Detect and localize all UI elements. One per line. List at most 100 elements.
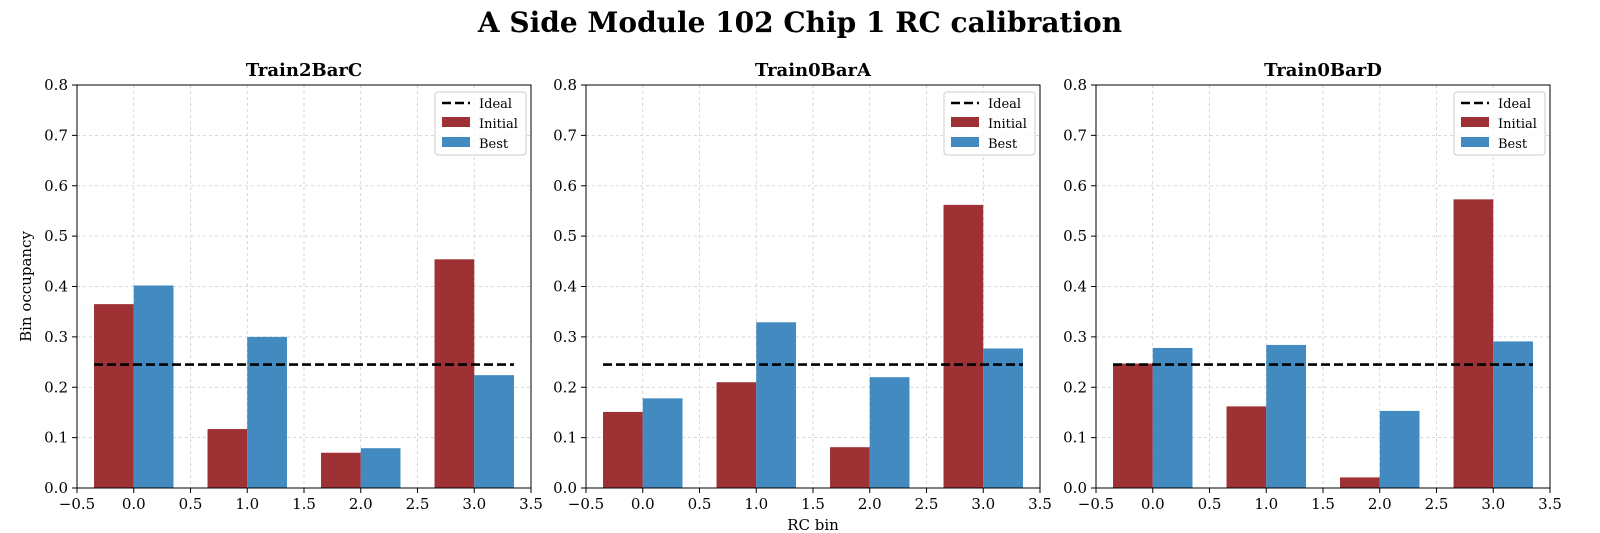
- panel-2-y-tick-label: 0.1: [553, 429, 577, 447]
- panel-2-legend-best-label: Best: [988, 137, 1018, 152]
- panel-1-legend-best-swatch: [442, 137, 470, 147]
- panel-2-x-tick-label: −0.5: [568, 495, 604, 513]
- panel-3-bar-initial: [1226, 406, 1267, 488]
- panel-3-x-tick-label: 2.0: [1368, 495, 1392, 513]
- panel-3-legend-initial-swatch: [1461, 117, 1489, 127]
- panel-1-y-tick-label: 0.8: [44, 76, 68, 94]
- panel-3-y-tick-label: 0.0: [1063, 479, 1087, 497]
- panel-2-x-tick-label: 3.5: [1028, 495, 1052, 513]
- panel-2-legend-initial-swatch: [951, 117, 979, 127]
- panel-2-x-tick-label: 0.5: [688, 495, 712, 513]
- panel-2-y-tick-label: 0.4: [553, 278, 577, 296]
- panel-2-x-axis-label: RC bin: [787, 516, 839, 533]
- panel-1-y-tick-label: 0.6: [44, 177, 68, 195]
- panel-1-x-tick-label: −0.5: [59, 495, 95, 513]
- panel-1-x-tick-label: 0.5: [179, 495, 203, 513]
- panel-3-title: Train0BarD: [1264, 60, 1382, 81]
- panel-2-x-tick-label: 0.0: [631, 495, 655, 513]
- panel-2-x-tick-label: 1.5: [801, 495, 825, 513]
- panel-2-x-tick-label: 2.0: [858, 495, 882, 513]
- panel-3-y-tick-label: 0.3: [1063, 328, 1087, 346]
- panel-3-bar-best: [1266, 344, 1306, 488]
- panel-1-x-tick-label: 2.5: [406, 495, 430, 513]
- panel-1-x-tick-label: 3.5: [519, 495, 543, 513]
- panel-2-bar-initial: [943, 204, 984, 488]
- panel-1-y-tick-label: 0.0: [44, 479, 68, 497]
- panel-2-bar-best: [869, 377, 910, 488]
- panel-1-y-tick-label: 0.1: [44, 429, 68, 447]
- panel-3-x-tick-label: 0.0: [1141, 495, 1165, 513]
- panel-2-y-tick-label: 0.2: [553, 378, 577, 396]
- panel-1-x-tick-label: 3.0: [462, 495, 486, 513]
- panel-1-bar-best: [474, 375, 514, 488]
- panel-1-legend-ideal-label: Ideal: [479, 97, 512, 112]
- panel-1-legend-best-label: Best: [479, 137, 509, 152]
- panel-1-y-tick-label: 0.3: [44, 328, 68, 346]
- panel-3-y-tick-label: 0.7: [1063, 126, 1087, 144]
- panel-3-x-tick-label: 0.5: [1198, 495, 1222, 513]
- panel-3-legend-best-swatch: [1461, 137, 1489, 147]
- panel-3-x-tick-label: 1.5: [1311, 495, 1335, 513]
- panel-1-x-tick-label: 1.0: [235, 495, 259, 513]
- panel-3-legend-best-label: Best: [1498, 137, 1528, 152]
- panel-3-y-tick-label: 0.8: [1063, 76, 1087, 94]
- panel-1-bar-best: [360, 448, 401, 488]
- panel-3-bar-best: [1152, 347, 1193, 488]
- panel-2-bar-initial: [716, 382, 757, 488]
- panel-1-y-tick-label: 0.4: [44, 278, 68, 296]
- panel-1-legend-initial-swatch: [442, 117, 470, 127]
- panel-2-title: Train0BarA: [755, 60, 872, 81]
- panel-1-y-tick-label: 0.5: [44, 227, 68, 245]
- panel-2-x-tick-label: 3.0: [971, 495, 995, 513]
- panel-3-x-tick-label: 2.5: [1425, 495, 1449, 513]
- panel-3-bar-initial: [1453, 199, 1494, 488]
- panel-3-legend-initial-label: Initial: [1498, 117, 1537, 132]
- panel-2-bar-initial: [603, 411, 643, 488]
- panel-2-legend-ideal-label: Ideal: [988, 97, 1021, 112]
- panel-1-x-tick-label: 2.0: [349, 495, 373, 513]
- panel-2-y-tick-label: 0.8: [553, 76, 577, 94]
- panel-3-y-tick-label: 0.5: [1063, 227, 1087, 245]
- panel-2-bar-best: [756, 322, 796, 488]
- panel-1-legend-initial-label: Initial: [479, 117, 518, 132]
- panel-1-bar-initial: [434, 259, 475, 488]
- panel-2-bar-initial: [830, 447, 870, 488]
- panel-3-y-tick-label: 0.6: [1063, 177, 1087, 195]
- panel-3-bar-initial: [1340, 477, 1380, 488]
- panel-1-bar-best: [247, 336, 287, 488]
- panel-1-bar-initial: [321, 452, 361, 488]
- panel-3-legend-ideal-label: Ideal: [1498, 97, 1531, 112]
- panel-3-x-tick-label: 3.5: [1538, 495, 1562, 513]
- panel-3-bar-best: [1379, 410, 1420, 488]
- panel-2-x-tick-label: 1.0: [744, 495, 768, 513]
- panel-2-legend-initial-label: Initial: [988, 117, 1027, 132]
- panel-2-bar-best: [642, 398, 683, 488]
- panel-3-x-tick-label: −0.5: [1078, 495, 1114, 513]
- panel-1-bar-initial: [94, 304, 134, 488]
- panel-1-bar-initial: [207, 429, 248, 488]
- panel-2-y-tick-label: 0.0: [553, 479, 577, 497]
- panel-3-bar-initial: [1113, 363, 1153, 488]
- panel-2-bar-best: [983, 348, 1023, 488]
- panel-3-y-tick-label: 0.1: [1063, 429, 1087, 447]
- panel-2-y-tick-label: 0.3: [553, 328, 577, 346]
- panel-1-y-tick-label: 0.7: [44, 126, 68, 144]
- panel-1-y-tick-label: 0.2: [44, 378, 68, 396]
- panel-2-y-tick-label: 0.7: [553, 126, 577, 144]
- panel-1-x-tick-label: 0.0: [122, 495, 146, 513]
- panel-1-x-tick-label: 1.5: [292, 495, 316, 513]
- panel-3-x-tick-label: 1.0: [1254, 495, 1278, 513]
- panel-1-bar-best: [133, 285, 174, 488]
- panel-1-title: Train2BarC: [246, 60, 362, 81]
- panel-3-y-tick-label: 0.2: [1063, 378, 1087, 396]
- panel-2-legend-best-swatch: [951, 137, 979, 147]
- panel-3-y-tick-label: 0.4: [1063, 278, 1087, 296]
- panel-2-x-tick-label: 2.5: [915, 495, 939, 513]
- panel-1-y-axis-label: Bin occupancy: [17, 231, 35, 342]
- panel-2-y-tick-label: 0.5: [553, 227, 577, 245]
- panel-3-bar-best: [1493, 341, 1533, 488]
- figure-suptitle: A Side Module 102 Chip 1 RC calibration: [477, 6, 1122, 39]
- panel-3-x-tick-label: 3.0: [1481, 495, 1505, 513]
